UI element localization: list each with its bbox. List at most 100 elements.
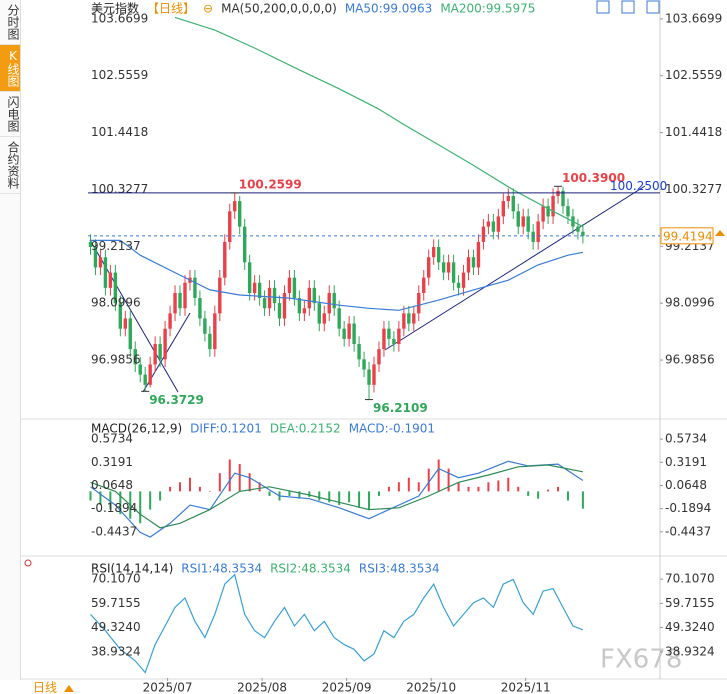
tool-icon[interactable] [596,0,610,14]
macd-bar [119,491,122,515]
legend-text: MA200:99.5975 [440,2,535,16]
y-tick-label: 0.0648 [665,478,707,492]
macd-bar [298,491,301,499]
y-tick-label: 0.3191 [91,455,133,469]
candle-body [342,328,346,339]
candle-body [397,328,401,344]
macd-bar [268,491,271,496]
macd-bar [417,482,420,492]
candle-body [282,292,287,319]
macd-bar [348,491,351,503]
candle-body [541,206,545,222]
candle-body [123,318,128,329]
candle-body [486,221,491,227]
candle-body [148,364,152,385]
macd-panel [89,459,584,538]
legend-text: DIFF:0.1201 [190,422,262,436]
trend-line [384,185,646,351]
macd-bar [169,486,172,492]
candle-body [556,190,560,196]
candle-body [377,349,381,365]
candle-body [422,277,426,293]
macd-bar [566,491,569,501]
rsi-panel [90,573,584,674]
candle-body [238,201,242,227]
candle-body [362,359,366,370]
candle-body [317,303,321,324]
candle-body [312,287,317,304]
tab[interactable]: 分时图 [0,0,20,45]
period-arrow[interactable] [64,685,74,692]
candle-body [93,247,98,268]
legend-text: 【日线】 [147,2,195,16]
legend-text: ⊖ [203,2,213,16]
tab[interactable]: 闪电图 [0,92,20,137]
y-tick-label: -0.1894 [665,501,711,515]
candle-body [242,226,247,263]
candle-body [267,287,272,309]
candle-body [252,282,257,293]
legend-text: MA(50,200,0,0,0,0) [221,2,337,16]
candle-body [506,195,510,202]
tab[interactable]: 合约资料 [0,137,20,194]
macd-bar [228,459,231,492]
macd-bar [218,473,221,492]
candle-body [551,195,555,217]
macd-bar [407,477,410,492]
candle-body [108,272,113,288]
y-tick-label: 101.4418 [665,125,722,139]
candle-body [407,313,411,324]
macd-bar [537,491,540,499]
candle-body [566,206,570,217]
y-tick-label: 100.3277 [665,182,722,196]
tab-active[interactable]: K线图 [0,45,20,92]
candle-body [257,282,262,299]
macd-bar [308,491,311,497]
macd-bar [377,491,380,496]
legend-text: RSI2:48.3534 [270,562,351,576]
tool-icon[interactable] [646,0,660,14]
y-tick-label: 96.9856 [665,353,715,367]
macd-bar [288,491,291,496]
macd-bar [557,486,560,492]
macd-bar [581,491,584,509]
candle-body [223,241,227,278]
legend-text: 美元指数 [91,1,139,16]
y-tick-label: 70.1070 [91,572,141,586]
candle-body [113,272,118,304]
candle-body [158,343,162,360]
drawing-lines [89,185,646,393]
macd-bar [397,482,400,492]
period-label[interactable]: 日线 [33,681,57,694]
candle-body [516,211,520,227]
indicator-line [90,464,584,529]
candle-body [208,333,212,350]
indicator-line [174,16,584,228]
settings-icon[interactable] [24,559,32,567]
y-tick-label: 103.6699 [91,11,148,25]
candle-body [218,277,222,314]
candle-body [272,287,277,304]
watermark: FX678 [600,645,682,675]
candle-body [481,226,486,242]
candle-body [446,262,451,273]
candle-body [153,343,157,365]
tool-icon[interactable] [621,0,635,14]
candle-body [367,369,371,385]
macd-bar [179,482,182,492]
candle-body [476,241,481,268]
candle-body [193,277,197,299]
y-tick-label: 49.3240 [665,620,715,634]
candle-body [228,211,232,242]
macd-bar [188,477,191,492]
legend-text: MACD(26,12,9) [91,422,182,436]
candle-body [198,298,202,319]
extreme-label: 100.3900 [562,171,625,185]
candle-body [163,328,167,360]
candle-body [247,262,252,293]
macd-bar [437,459,440,492]
macd-bar [89,491,92,501]
macd-bar [517,486,520,492]
macd-bar [427,468,430,492]
